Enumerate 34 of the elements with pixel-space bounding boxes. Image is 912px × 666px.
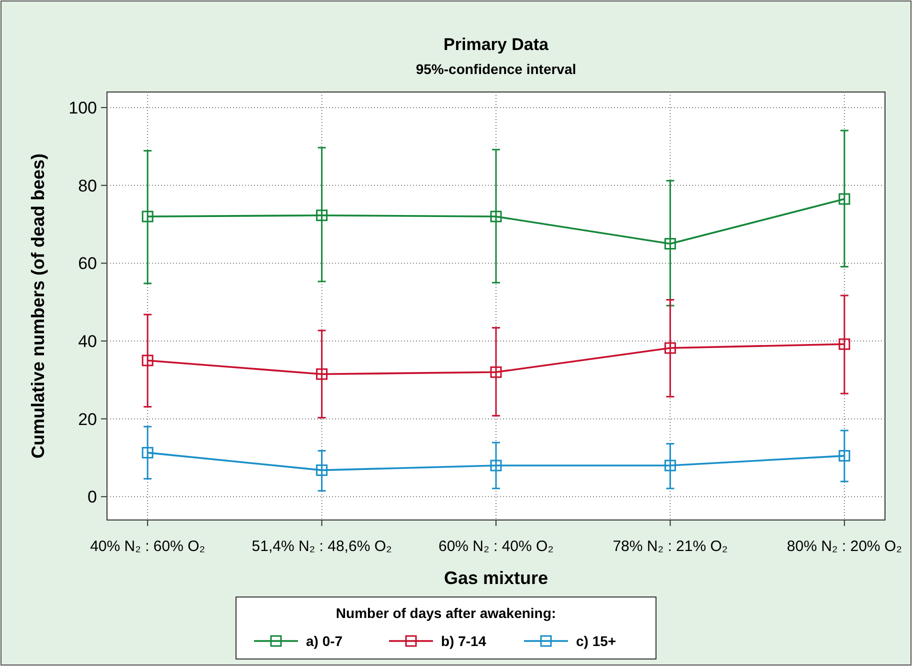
point: [838, 193, 850, 205]
point: [664, 342, 676, 354]
chart-title: Primary Data: [444, 35, 549, 54]
point: [664, 238, 676, 250]
x-tick-label: 40% N₂ : 60% O₂: [90, 538, 206, 555]
point: [142, 210, 154, 222]
point: [142, 446, 154, 458]
point: [490, 210, 502, 222]
point: [142, 354, 154, 366]
point: [838, 338, 850, 350]
point: [316, 210, 328, 222]
point: [838, 450, 850, 462]
point: [316, 368, 328, 380]
x-tick-label: 51,4% N₂ : 48,6% O₂: [252, 538, 392, 555]
chart-subtitle: 95%-confidence interval: [416, 61, 576, 77]
y-tick-label: 40: [78, 332, 97, 352]
y-axis-title: Cumulative numbers (of dead bees): [28, 153, 48, 459]
legend-label: a) 0-7: [306, 633, 343, 649]
x-tick-label: 78% N₂ : 21% O₂: [612, 538, 728, 555]
legend-label: c) 15+: [576, 633, 616, 649]
y-tick-label: 80: [78, 176, 97, 196]
x-axis-title: Gas mixture: [444, 568, 548, 588]
y-tick-label: 60: [78, 254, 97, 274]
y-tick-label: 0: [88, 488, 97, 507]
point: [490, 460, 502, 472]
point: [490, 366, 502, 378]
point: [316, 464, 328, 476]
y-tick-label: 20: [78, 410, 97, 429]
point: [664, 460, 676, 472]
y-tick-label: 100: [68, 98, 97, 118]
legend-title: Number of days after awakening:: [336, 605, 556, 621]
x-tick-label: 60% N₂ : 40% O₂: [438, 538, 554, 555]
x-tick-label: 80% N₂ : 20% O₂: [786, 538, 902, 555]
legend-label: b) 7-14: [441, 633, 486, 649]
